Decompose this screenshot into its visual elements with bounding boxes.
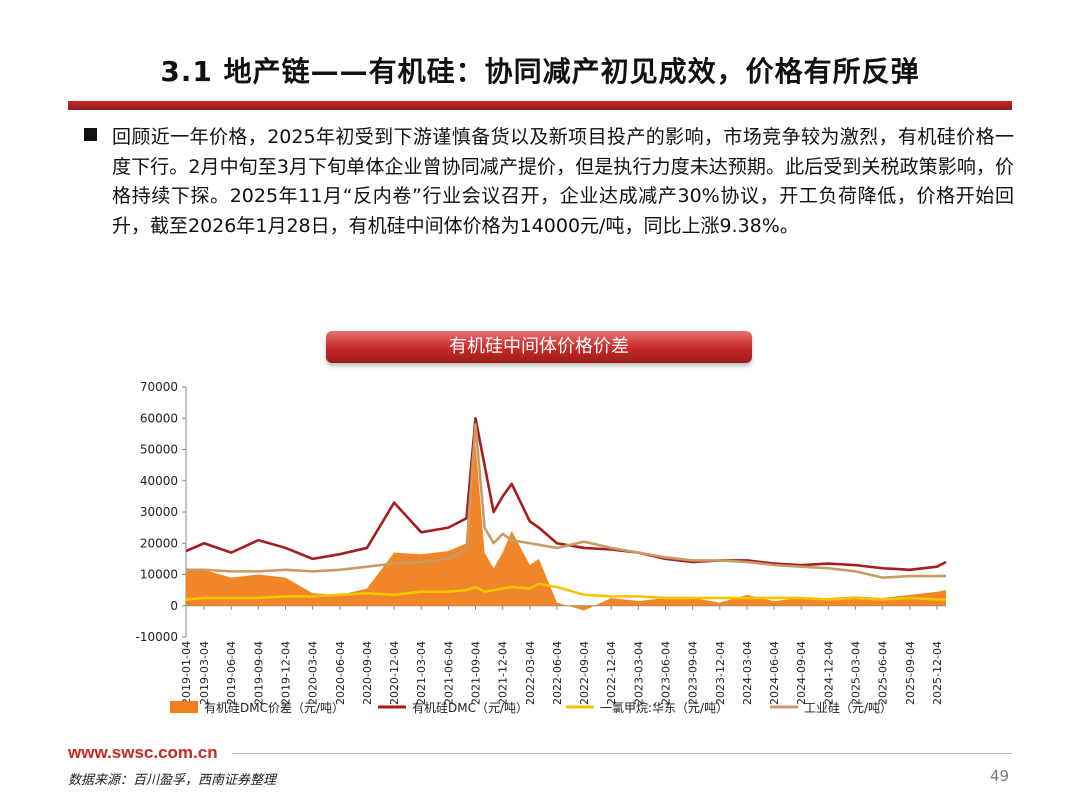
x-tick-label: 2019-06-04 <box>225 641 238 705</box>
x-tick-label: 2023-12-04 <box>714 641 727 705</box>
y-tick-label: 0 <box>170 599 178 613</box>
y-tick-label: 60000 <box>140 411 178 425</box>
y-tick-label: 50000 <box>140 443 178 457</box>
x-tick-label: 2019-01-04 <box>180 641 193 705</box>
legend-label: 工业硅（元/吨） <box>804 701 892 715</box>
legend-label: 有机硅DMC（元/吨） <box>412 701 528 715</box>
bullet-paragraph: 回顾近一年价格，2025年初受到下游谨慎备货以及新项目投产的影响，市场竞争较为激… <box>84 123 1014 241</box>
x-tick-label: 2019-09-04 <box>252 641 265 705</box>
x-tick-label: 2021-09-04 <box>470 641 483 705</box>
x-tick-label: 2025-12-04 <box>931 641 944 705</box>
x-tick-label: 2022-06-04 <box>551 641 564 705</box>
footer-url: www.swsc.com.cn <box>68 743 218 762</box>
x-tick-label: 2021-12-04 <box>497 641 510 705</box>
legend-label: 一氯甲烷:华东（元/吨） <box>600 701 728 715</box>
legend-label: 有机硅DMC价差（元/吨） <box>204 701 344 715</box>
title-underline-bar <box>68 101 1012 110</box>
chart-title-banner: 有机硅中间体价格价差 <box>326 331 752 363</box>
series-spread-area <box>186 443 946 611</box>
x-tick-label: 2020-09-04 <box>361 641 374 705</box>
x-tick-label: 2023-06-04 <box>660 641 673 705</box>
x-axis: 2019-01-04 2019-03-04 2019-06-04 2019-09-04… <box>180 605 946 705</box>
y-axis: -10000 0 10000 20000 30000 40000 50000 60000 700… <box>135 380 187 644</box>
x-tick-label: 2024-09-04 <box>795 641 808 705</box>
x-tick-label: 2022-12-04 <box>605 641 618 705</box>
footer-divider <box>232 753 1012 754</box>
bullet-square-icon <box>84 128 97 141</box>
x-tick-label: 2023-09-04 <box>687 641 700 705</box>
series-line-3 <box>186 423 946 579</box>
y-tick-label: 30000 <box>140 505 178 519</box>
x-tick-label: 2020-03-04 <box>307 641 320 705</box>
x-tick-label: 2023-03-04 <box>632 641 645 705</box>
x-tick-label: 2020-06-04 <box>334 641 347 705</box>
x-tick-label: 2022-09-04 <box>578 641 591 705</box>
y-tick-label: -10000 <box>135 630 178 644</box>
x-tick-label: 2019-03-04 <box>198 641 211 705</box>
y-tick-label: 10000 <box>140 568 178 582</box>
x-tick-label: 2024-06-04 <box>768 641 781 705</box>
legend: 有机硅DMC价差（元/吨） 有机硅DMC（元/吨） 一氯甲烷:华东（元/吨） 工业硅（… <box>170 701 892 715</box>
x-tick-label: 2024-03-04 <box>741 641 754 705</box>
x-tick-label: 2020-12-04 <box>388 641 401 705</box>
x-tick-label: 2025-06-04 <box>877 641 890 705</box>
slide-title: 3.1 地产链——有机硅：协同减产初见成效，价格有所反弹 <box>160 55 920 88</box>
x-tick-label: 2019-12-04 <box>280 641 293 705</box>
x-tick-label: 2021-03-04 <box>415 641 428 705</box>
series-line-2 <box>185 582 946 601</box>
plot-area <box>185 416 947 611</box>
y-tick-label: 20000 <box>140 536 178 550</box>
x-tick-label: 2022-03-04 <box>524 641 537 705</box>
bullet-text: 回顾近一年价格，2025年初受到下游谨慎备货以及新项目投产的影响，市场竞争较为激… <box>112 126 1014 237</box>
page-number: 49 <box>990 767 1010 785</box>
y-tick-label: 40000 <box>140 474 178 488</box>
y-tick-label: 70000 <box>140 380 178 394</box>
legend-swatch-area <box>170 701 198 713</box>
data-source-note: 数据来源：百川盈孚，西南证券整理 <box>68 773 277 788</box>
x-tick-label: 2025-03-04 <box>850 641 863 705</box>
x-tick-label: 2025-09-04 <box>904 641 917 705</box>
x-tick-label: 2024-12-04 <box>822 641 835 705</box>
series-line-1 <box>185 416 947 572</box>
x-tick-label: 2021-06-04 <box>442 641 455 705</box>
